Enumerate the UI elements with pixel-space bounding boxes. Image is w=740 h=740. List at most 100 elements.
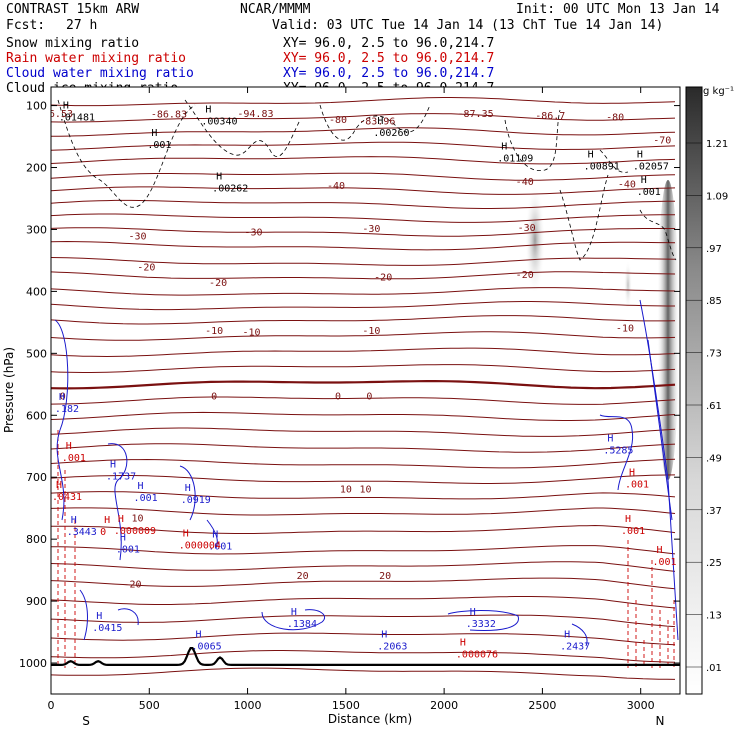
maximum-marker: H bbox=[637, 150, 643, 161]
y-tick-label: 500 bbox=[26, 347, 47, 360]
legend-label: Cloud water mixing ratio bbox=[6, 66, 194, 81]
temperature-label: -86.7 bbox=[535, 111, 565, 122]
temperature-label: -20 bbox=[374, 273, 392, 284]
maximum-value: .01481 bbox=[59, 113, 95, 124]
maximum-marker: H bbox=[564, 630, 570, 641]
x-tick-label: 1500 bbox=[332, 699, 360, 712]
snow-contour bbox=[599, 149, 629, 173]
colorbar-labels: 1.21 1.09 .97 .85 .73 .61 .49 .37 .25 .13 .01 bbox=[686, 139, 728, 674]
colorbar-label: .85 bbox=[706, 296, 722, 307]
maximum-value: .1737 bbox=[106, 471, 136, 482]
maximum-marker: H bbox=[185, 483, 191, 494]
temperature-label: -20 bbox=[137, 263, 155, 274]
south-end-label: S bbox=[82, 714, 90, 728]
isotherm-line bbox=[51, 545, 676, 555]
isotherm-line bbox=[51, 156, 676, 165]
snow-contours bbox=[57, 99, 677, 261]
y-tick-label: 600 bbox=[26, 409, 47, 422]
isotherm-line bbox=[51, 257, 676, 266]
y-tick-label: 300 bbox=[26, 223, 47, 236]
temperature-label: -40 bbox=[618, 180, 636, 191]
snow-contour bbox=[319, 104, 431, 141]
maximum-value: .001 bbox=[621, 526, 645, 537]
cloud-water-contour bbox=[54, 319, 69, 521]
isotherm-line bbox=[51, 172, 676, 181]
maximum-marker: H bbox=[291, 607, 297, 618]
isotherm-line bbox=[51, 271, 676, 280]
temperature-label: -80 bbox=[606, 113, 624, 124]
x-tick-label: 0 bbox=[48, 699, 55, 712]
y-tick-label: 900 bbox=[26, 595, 47, 608]
rain-contours bbox=[57, 430, 675, 668]
maximum-marker: H bbox=[588, 150, 594, 161]
isotherm-line bbox=[51, 141, 676, 151]
temperature-label: 0 bbox=[335, 391, 341, 402]
cloud-water-contour bbox=[261, 609, 326, 631]
maximum-marker: H bbox=[205, 104, 211, 115]
temperature-label: -40 bbox=[327, 181, 345, 192]
isotherm-line bbox=[51, 127, 676, 137]
cloud-water-contour bbox=[571, 623, 588, 647]
temperature-label: 20 bbox=[297, 571, 309, 582]
cloud-water-contour bbox=[79, 589, 88, 641]
temperature-label: 0 bbox=[211, 391, 217, 402]
isotherm-line bbox=[51, 380, 676, 390]
isotherm-line bbox=[51, 287, 676, 296]
snow-contour bbox=[559, 174, 609, 261]
temperature-label: -10 bbox=[205, 326, 223, 337]
temperature-label: -30 bbox=[518, 223, 536, 234]
maximum-marker: H bbox=[110, 459, 116, 470]
maximum-marker: H bbox=[96, 611, 102, 622]
temperature-label: 20 bbox=[129, 580, 141, 591]
temperature-label: -10 bbox=[616, 323, 634, 334]
isotherm-line bbox=[51, 411, 676, 421]
valid-time: Valid: 03 UTC Tue 14 Jan 14 (13 ChT Tue … bbox=[272, 18, 663, 33]
maximum-marker: H bbox=[216, 171, 222, 182]
y-tick-label: 400 bbox=[26, 285, 47, 298]
temperature-label: -10 bbox=[242, 328, 260, 339]
isotherm-line bbox=[51, 113, 676, 123]
cloud-water-contour bbox=[447, 610, 519, 631]
maximum-marker: H bbox=[460, 638, 466, 649]
temperature-label: 10 bbox=[340, 484, 352, 495]
maximum-value: .000009 bbox=[114, 526, 156, 537]
colorbar-label: 1.21 bbox=[706, 139, 728, 150]
colorbar-ramp bbox=[685, 86, 703, 695]
snow-shade-faint bbox=[624, 260, 632, 310]
colorbar-label: .25 bbox=[706, 558, 722, 569]
maximum-value: .00340 bbox=[201, 116, 237, 127]
maximum-value: .2437 bbox=[560, 642, 590, 653]
maximum-marker: H bbox=[470, 607, 476, 618]
maximum-value: .5285 bbox=[603, 445, 633, 456]
isotherm-line bbox=[51, 186, 676, 195]
isotherm-line bbox=[51, 596, 676, 609]
maximum-value: .0415 bbox=[92, 623, 122, 634]
isotherm-line bbox=[51, 240, 676, 251]
isotherm-line bbox=[51, 227, 675, 237]
colorbar-label: .49 bbox=[706, 453, 722, 464]
maximum-marker: H bbox=[59, 392, 65, 403]
maximum-value: .00260 bbox=[373, 128, 409, 139]
cloud-water-contour bbox=[117, 608, 139, 626]
maximum-marker: H bbox=[104, 515, 110, 526]
cloud-water-contour bbox=[179, 465, 196, 521]
temperature-label: -30 bbox=[362, 224, 380, 235]
plot-area: -86.53 -86.83 -94.83 -80 -83.96 -87.35 -86.7 -8… bbox=[19, 86, 681, 712]
colorbar-unit: g kg⁻¹ bbox=[703, 86, 734, 97]
y-tick-label: 1000 bbox=[19, 657, 47, 670]
maximum-value: .3332 bbox=[466, 619, 496, 630]
isotherm-line bbox=[51, 301, 675, 311]
maximum-marker: H bbox=[118, 514, 124, 525]
maximum-value: .3443 bbox=[67, 527, 97, 538]
maximum-marker: H bbox=[641, 175, 647, 186]
colorbar-label: .61 bbox=[706, 401, 722, 412]
maximum-marker: H bbox=[120, 532, 126, 543]
snow-contour bbox=[639, 209, 677, 261]
maximum-value: .2063 bbox=[377, 642, 407, 653]
legend-xy: XY= 96.0, 2.5 to 96.0,214.7 bbox=[283, 66, 494, 81]
cloud-water-contour bbox=[599, 414, 634, 491]
maximum-marker: H bbox=[629, 467, 635, 478]
colorbar-label: .13 bbox=[706, 611, 722, 622]
colorbar-label: .73 bbox=[706, 349, 722, 360]
isotherm-line bbox=[51, 213, 676, 223]
